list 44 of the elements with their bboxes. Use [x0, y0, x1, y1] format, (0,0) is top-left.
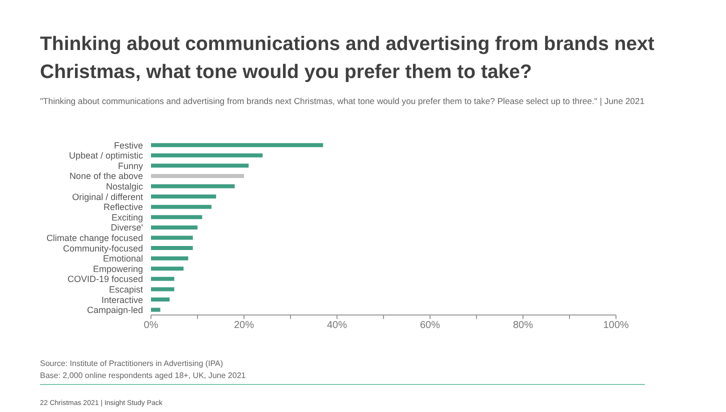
- y-tick-label: Escapist: [108, 284, 144, 294]
- text: Base: 2,000 online respondents aged 18+, UK, June 2021: [40, 370, 246, 382]
- y-tick-label: Climate change focused: [46, 232, 143, 243]
- bar: [151, 143, 324, 148]
- y-tick-label: COVID-19 focused: [67, 274, 143, 284]
- bar: [151, 276, 174, 281]
- y-tick-label: Upbeat / optimistic: [68, 150, 144, 161]
- bar: [151, 287, 174, 292]
- y-tick-label: Original / different: [72, 192, 144, 202]
- x-tick-label: 100%: [603, 320, 629, 332]
- source-note: Source: Institute of Practitioners in Advertising (IPA): [40, 358, 224, 370]
- bar: [151, 225, 198, 230]
- bar: [151, 256, 188, 260]
- x-tick-label: 0%: [144, 320, 158, 332]
- bar: [151, 153, 263, 158]
- y-tick-label: Festive: [114, 140, 143, 150]
- chart-title: Thinking about communications and advertising from brands next Christmas, what tone would you prefer them to take?: [40, 32, 656, 85]
- y-tick-label: Empowering: [92, 264, 143, 274]
- bar: [151, 194, 216, 199]
- y-tick-label: Interactive: [101, 294, 143, 305]
- y-tick-label: Exciting: [111, 212, 143, 222]
- x-tick-label: 20%: [234, 320, 254, 332]
- y-tick-label: Funny: [118, 160, 144, 171]
- x-tick-label: 40%: [326, 320, 348, 332]
- bar: [151, 215, 202, 220]
- y-tick-label: Reflective: [103, 202, 143, 212]
- bar: [151, 174, 244, 178]
- y-tick-label: Emotional: [102, 254, 143, 264]
- bar: [151, 204, 212, 209]
- bar: [151, 236, 193, 240]
- y-tick-label: None of the above: [69, 171, 143, 182]
- x-tick-label: 60%: [420, 320, 440, 332]
- bar: [151, 298, 170, 302]
- y-tick-label: Community-focused: [62, 243, 143, 254]
- bar: [151, 246, 193, 250]
- chart-subtitle: "Thinking about communications and advertising from brands next Christmas, what tone would you prefer them to take? Please select up to three." | June 2021: [40, 96, 646, 106]
- y-tick-label: Nostalgic: [106, 182, 144, 192]
- y-tick-label: Campaign-led: [86, 305, 143, 316]
- bar: [151, 164, 249, 168]
- bar: [151, 308, 160, 312]
- y-tick-label: Diverse': [110, 222, 144, 233]
- bar: [151, 184, 235, 188]
- x-tick-label: 80%: [512, 320, 534, 332]
- bar: [151, 266, 184, 271]
